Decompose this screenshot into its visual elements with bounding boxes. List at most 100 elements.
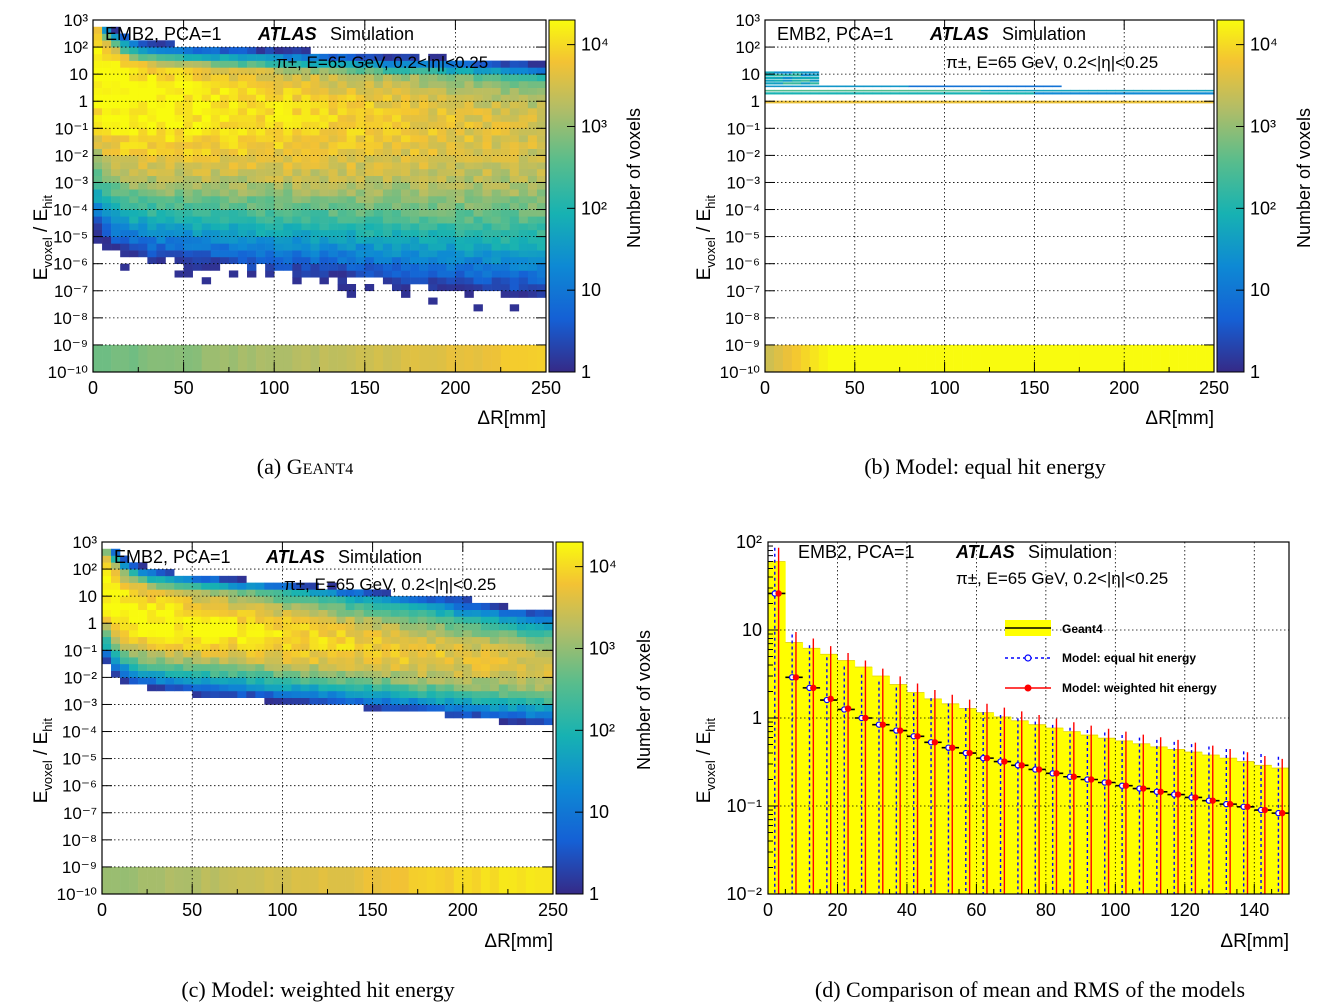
heatmap-cell — [836, 89, 847, 92]
heatmap-cell — [174, 236, 184, 244]
heatmap-cell — [156, 216, 166, 224]
heatmap-cell — [491, 168, 501, 176]
heatmap-cell — [462, 670, 473, 678]
weighted-mean-point — [949, 744, 956, 751]
heatmap-cell — [291, 602, 301, 610]
heatmap-cell — [147, 189, 157, 197]
heatmap-cell — [256, 135, 266, 143]
heatmap-cell — [464, 94, 474, 102]
heatmap-cell — [174, 108, 184, 116]
heatmap-cell — [174, 684, 184, 692]
heatmap-cell — [274, 236, 284, 244]
heatmap-cell — [256, 243, 266, 251]
heatmap-cell — [219, 53, 230, 61]
heatmap-cell — [201, 108, 212, 116]
heatmap-cell — [274, 108, 284, 116]
heatmap-cell — [210, 650, 220, 658]
heatmap-cell — [527, 141, 538, 149]
heatmap-cell — [455, 250, 465, 258]
heatmap-cell — [401, 202, 411, 210]
heatmap-cell — [156, 114, 166, 122]
heatmap-cell — [536, 223, 547, 231]
heatmap-cell — [129, 677, 139, 685]
heatmap-cell — [283, 80, 293, 88]
heatmap-underflow-cell — [836, 344, 847, 372]
heatmap-cell — [391, 250, 402, 258]
heatmap-cell — [292, 155, 302, 163]
heatmap-cell — [129, 189, 139, 197]
heatmap-cell — [93, 202, 103, 210]
heatmap-cell — [192, 141, 203, 149]
heatmap-cell — [318, 677, 328, 685]
heatmap-cell — [437, 250, 447, 258]
legend-equal-label: Model: equal hit energy — [1062, 651, 1196, 665]
heatmap-cell — [165, 108, 175, 116]
heatmap-cell — [372, 684, 382, 692]
heatmap-underflow-cell — [1061, 344, 1071, 372]
heatmap-cell — [183, 101, 193, 109]
heatmap-cell — [971, 89, 981, 92]
heatmap-cell — [147, 616, 157, 624]
heatmap-cell — [473, 243, 483, 251]
heatmap-cell — [265, 162, 275, 170]
heatmap-cell — [102, 209, 112, 217]
heatmap-cell — [391, 277, 402, 285]
heatmap-cell — [237, 168, 248, 176]
geant4-bar — [1045, 727, 1064, 894]
heatmap-cell — [765, 71, 775, 74]
heatmap-cell — [1133, 100, 1143, 104]
heatmap-cell — [346, 196, 357, 204]
heatmap-cell — [264, 609, 274, 617]
heatmap-cell — [265, 256, 275, 264]
heatmap-cell — [410, 175, 420, 183]
heatmap-cell — [310, 60, 320, 68]
colorbar-tick-label: 1 — [581, 362, 591, 382]
heatmap-cell — [355, 141, 366, 149]
heatmap-cell — [274, 209, 284, 217]
heatmap-cell — [228, 636, 238, 644]
y-tick-label: 10 — [69, 65, 88, 84]
heatmap-cell — [192, 114, 203, 122]
heatmap-cell — [473, 60, 483, 68]
x-tick-label: 250 — [531, 378, 561, 398]
x-tick-label: 20 — [827, 900, 847, 920]
heatmap-cell — [201, 162, 212, 170]
heatmap-cell — [518, 175, 529, 183]
heatmap-cell — [201, 196, 212, 204]
heatmap-cell — [401, 53, 411, 61]
heatmap-cell — [516, 630, 527, 638]
heatmap-cell — [328, 202, 338, 210]
heatmap-cell — [102, 609, 112, 617]
heatmap-cell — [111, 135, 121, 143]
heatmap-cell — [156, 162, 166, 170]
heatmap-cell — [435, 643, 446, 651]
heatmap-cell — [210, 209, 221, 217]
heatmap-cell — [247, 135, 257, 143]
heatmap-cell — [292, 60, 302, 68]
heatmap-cell — [228, 229, 239, 237]
heatmap-cell — [247, 168, 257, 176]
heatmap-cell — [265, 209, 275, 217]
heatmap-cell — [282, 677, 292, 685]
heatmap-underflow-cell — [953, 344, 963, 372]
heatmap-cell — [138, 196, 148, 204]
heatmap-cell — [500, 121, 511, 129]
heatmap-cell — [373, 108, 384, 116]
heatmap-cell — [256, 216, 266, 224]
heatmap-cell — [437, 196, 447, 204]
heatmap-cell — [345, 697, 355, 705]
heatmap-cell — [491, 209, 501, 217]
heatmap-cell — [174, 623, 184, 631]
heatmap-cell — [201, 643, 211, 651]
heatmap-cell — [102, 569, 112, 577]
heatmap-cell — [800, 85, 811, 88]
heatmap-cell — [381, 636, 391, 644]
y-tick-label: 10⁻¹⁰ — [57, 885, 98, 904]
heatmap-cell — [1007, 92, 1017, 95]
heatmap-cell — [237, 148, 248, 156]
heatmap-cell — [426, 643, 437, 651]
heatmap-cell — [165, 40, 175, 48]
heatmap-cell — [480, 636, 491, 644]
heatmap-cell — [129, 74, 139, 82]
